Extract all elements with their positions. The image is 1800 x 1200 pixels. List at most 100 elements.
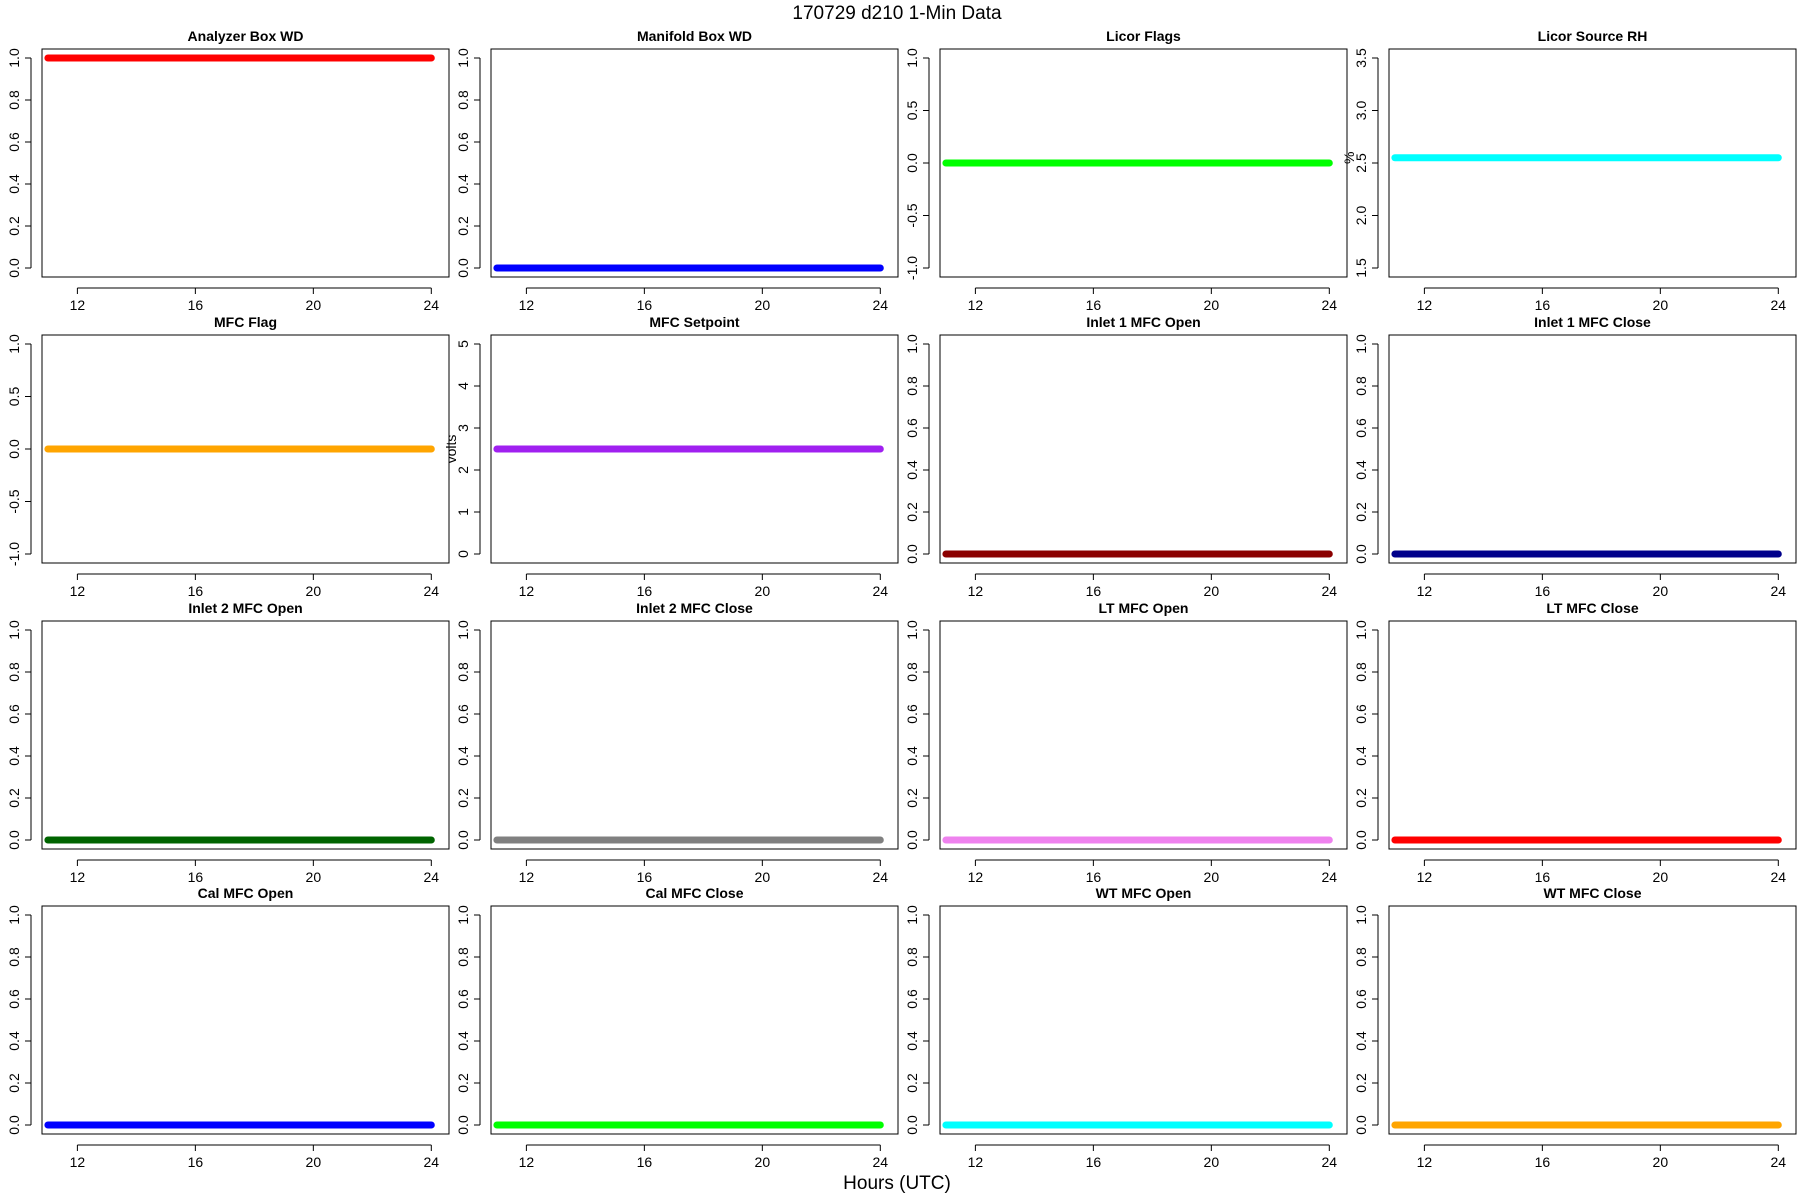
y-tick-label: 0.8 <box>1353 662 1369 682</box>
y-tick-label: 0.8 <box>6 90 22 110</box>
panel-title: Licor Flags <box>1106 28 1181 44</box>
y-tick-label: 2.5 <box>1353 153 1369 173</box>
y-tick-label: 0.2 <box>6 216 22 236</box>
x-tick-label: 16 <box>1086 869 1102 885</box>
x-tick-label: 16 <box>637 583 653 599</box>
y-tick-label: 0.0 <box>6 258 22 278</box>
panel-title: Inlet 2 MFC Open <box>188 600 302 616</box>
y-tick-label: 0.4 <box>455 746 471 766</box>
y-tick-label: 0.0 <box>6 830 22 850</box>
y-tick-label: 0.8 <box>6 947 22 967</box>
plot-frame <box>939 334 1348 564</box>
x-tick-label: 24 <box>1322 297 1338 313</box>
x-tick-label: 12 <box>70 297 86 313</box>
x-tick-label: 12 <box>70 869 86 885</box>
y-tick-label: 4 <box>455 382 471 390</box>
y-tick-label: 0.6 <box>455 704 471 724</box>
x-tick-label: 12 <box>1417 869 1433 885</box>
y-tick-label: 3 <box>455 424 471 432</box>
y-tick-label: 2 <box>455 466 471 474</box>
y-tick-label: 0.2 <box>6 1073 22 1093</box>
chart-panel: Licor Source RH 12 16 20 24 1.5 2.0 2.5 3.0 3.5% <box>1341 28 1797 313</box>
y-tick-label: 0.8 <box>455 947 471 967</box>
plot-frame <box>490 620 899 850</box>
x-tick-label: 12 <box>519 297 535 313</box>
chart-panel: MFC Flag 12 16 20 24 -1.0 -0.5 0.0 0.5 1.0 <box>6 314 450 599</box>
x-tick-label: 24 <box>1771 297 1787 313</box>
plot-frame <box>1388 334 1797 564</box>
x-tick-label: 16 <box>637 1154 653 1170</box>
y-tick-label: 0.0 <box>1353 544 1369 564</box>
panel-title: Inlet 1 MFC Close <box>1534 314 1651 330</box>
y-tick-label: 0.0 <box>455 830 471 850</box>
x-tick-label: 16 <box>1086 583 1102 599</box>
plot-frame <box>1388 48 1797 278</box>
y-tick-label: 0.6 <box>904 418 920 438</box>
y-tick-label: 0.4 <box>904 746 920 766</box>
x-tick-label: 20 <box>306 297 322 313</box>
x-tick-label: 24 <box>1771 1154 1787 1170</box>
x-tick-label: 24 <box>873 297 889 313</box>
y-tick-label: 5 <box>455 340 471 348</box>
y-tick-label: 1.0 <box>455 905 471 925</box>
y-tick-label: 0.8 <box>904 376 920 396</box>
y-tick-label: 0.0 <box>904 544 920 564</box>
x-tick-label: 24 <box>424 1154 440 1170</box>
x-tick-label: 16 <box>1535 583 1551 599</box>
y-tick-label: 0.8 <box>1353 376 1369 396</box>
x-tick-label: 12 <box>968 1154 984 1170</box>
y-tick-label: 0.6 <box>6 704 22 724</box>
y-tick-label: 0.8 <box>904 947 920 967</box>
y-tick-label: 0.4 <box>455 1031 471 1051</box>
y-tick-label: 0.6 <box>6 989 22 1009</box>
chart-panel: Cal MFC Close 12 16 20 24 0.0 0.2 0.4 0.6 0.8 1.0 <box>455 885 899 1170</box>
x-tick-label: 24 <box>424 869 440 885</box>
y-tick-label: 0.0 <box>1353 1115 1369 1135</box>
x-tick-label: 20 <box>1204 583 1220 599</box>
y-tick-label: 0.2 <box>455 216 471 236</box>
y-tick-label: 0.6 <box>904 989 920 1009</box>
chart-panel: Inlet 1 MFC Close 12 16 20 24 0.0 0.2 0.4 0.6 0.8… <box>1353 314 1797 599</box>
plot-frame <box>41 620 450 850</box>
x-tick-label: 16 <box>1086 1154 1102 1170</box>
x-tick-label: 16 <box>188 297 204 313</box>
y-tick-label: 0.2 <box>1353 788 1369 808</box>
y-tick-label: 0.0 <box>1353 830 1369 850</box>
x-tick-label: 16 <box>637 297 653 313</box>
panel-title: Inlet 2 MFC Close <box>636 600 753 616</box>
y-tick-label: 0.6 <box>904 704 920 724</box>
chart-panel: WT MFC Close 12 16 20 24 0.0 0.2 0.4 0.6 0.8 1.0 <box>1353 885 1797 1170</box>
y-tick-label: 1.0 <box>904 334 920 354</box>
chart-panel: Cal MFC Open 12 16 20 24 0.0 0.2 0.4 0.6 0.8 1.0 <box>6 885 450 1170</box>
panel-title: Analyzer Box WD <box>188 28 304 44</box>
plot-frame <box>490 48 899 278</box>
y-tick-label: 0.6 <box>1353 418 1369 438</box>
x-tick-label: 20 <box>306 1154 322 1170</box>
y-tick-label: 1.0 <box>6 334 22 354</box>
panel-title: WT MFC Open <box>1096 885 1192 901</box>
y-tick-label: 0.8 <box>6 662 22 682</box>
y-tick-label: 0.2 <box>904 502 920 522</box>
x-tick-label: 12 <box>70 583 86 599</box>
chart-panel: Manifold Box WD 12 16 20 24 0.0 0.2 0.4 0.6 0.8 1.… <box>455 28 899 313</box>
y-tick-label: 0.4 <box>904 1031 920 1051</box>
panel-title: MFC Setpoint <box>649 314 740 330</box>
y-tick-label: 0.2 <box>6 788 22 808</box>
y-tick-label: 2.0 <box>1353 206 1369 226</box>
plot-frame <box>41 334 450 564</box>
plot-frame <box>939 620 1348 850</box>
x-tick-label: 20 <box>306 869 322 885</box>
x-tick-label: 24 <box>873 583 889 599</box>
panel-title: WT MFC Close <box>1544 885 1642 901</box>
x-tick-label: 16 <box>637 869 653 885</box>
y-tick-label: 1.0 <box>1353 334 1369 354</box>
y-tick-label: 1.0 <box>1353 620 1369 640</box>
y-tick-label: 0.8 <box>1353 947 1369 967</box>
x-tick-label: 20 <box>755 869 771 885</box>
y-tick-label: 1.0 <box>904 905 920 925</box>
panel-title: Cal MFC Open <box>198 885 294 901</box>
x-tick-label: 12 <box>968 583 984 599</box>
x-tick-label: 16 <box>1086 297 1102 313</box>
